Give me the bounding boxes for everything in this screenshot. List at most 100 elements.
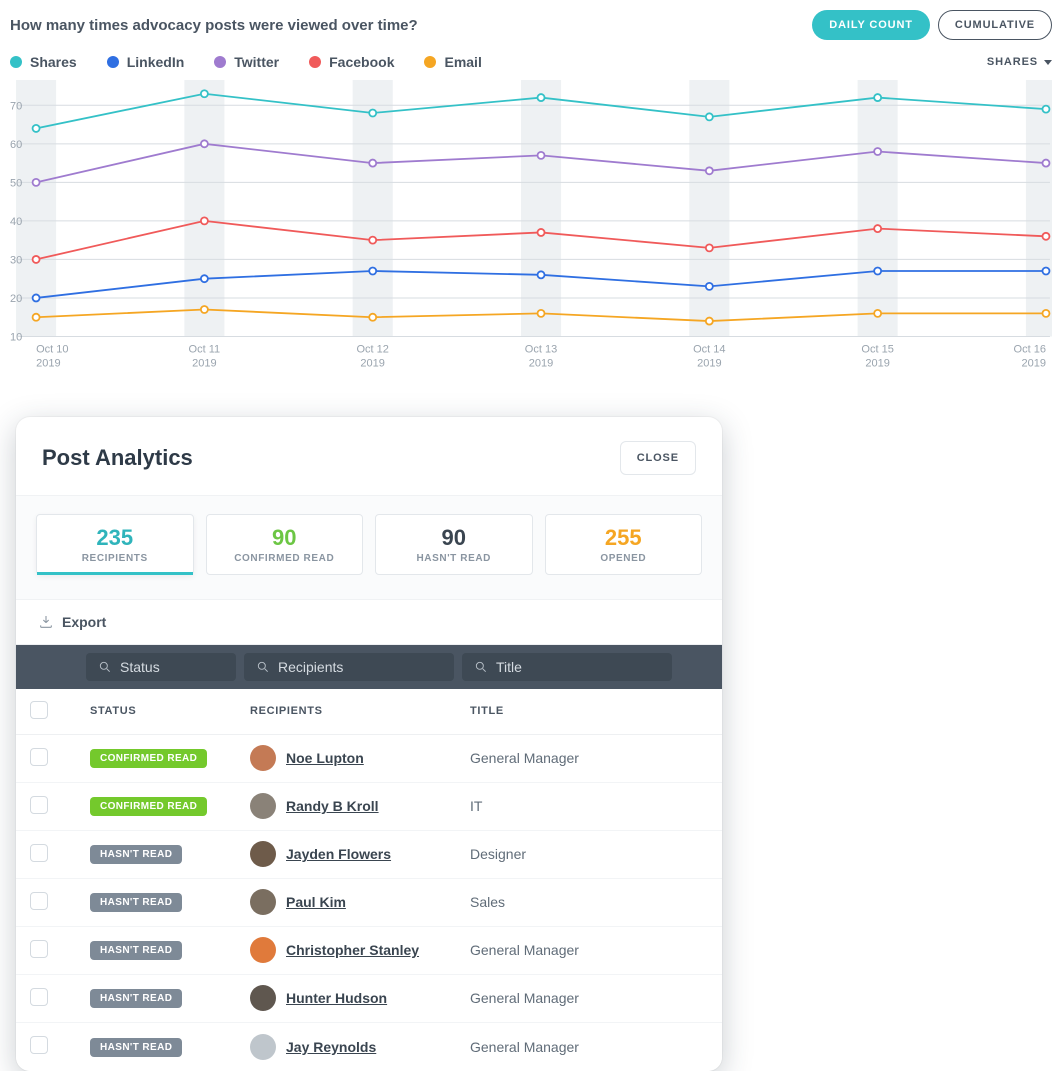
chart-section: How many times advocacy posts were viewe… — [0, 0, 1062, 397]
legend-item[interactable]: LinkedIn — [107, 54, 185, 70]
svg-text:2019: 2019 — [192, 358, 217, 370]
shares-dropdown-label: SHARES — [987, 56, 1038, 68]
col-title: TITLE — [470, 705, 708, 717]
export-label: Export — [62, 614, 106, 630]
status-badge: HASN'T READ — [90, 989, 182, 1008]
table-row: HASN'T READ Jay Reynolds General Manager — [16, 1023, 722, 1071]
title-filter[interactable]: Title — [462, 653, 672, 681]
title-cell: Sales — [470, 894, 708, 910]
stat-value: 255 — [556, 527, 692, 549]
title-cell: General Manager — [470, 990, 708, 1006]
status-filter[interactable]: Status — [86, 653, 236, 681]
chart-header: How many times advocacy posts were viewe… — [10, 10, 1052, 40]
status-filter-placeholder: Status — [120, 659, 160, 675]
svg-text:Oct 13: Oct 13 — [525, 344, 557, 356]
stat-value: 235 — [47, 527, 183, 549]
panel-header: Post Analytics CLOSE — [16, 417, 722, 495]
recipient-link[interactable]: Paul Kim — [286, 894, 346, 910]
legend-label: LinkedIn — [127, 54, 185, 70]
chart-plot-area: 10203040506070Oct 102019Oct 112019Oct 12… — [10, 76, 1052, 377]
stat-label: HASN'T READ — [386, 553, 522, 564]
legend-item[interactable]: Shares — [10, 54, 77, 70]
recipients-filter[interactable]: Recipients — [244, 653, 454, 681]
status-badge: HASN'T READ — [90, 845, 182, 864]
svg-text:60: 60 — [10, 139, 22, 151]
search-icon — [474, 660, 488, 674]
row-checkbox[interactable] — [30, 940, 48, 958]
table-header: STATUS RECIPIENTS TITLE — [16, 689, 722, 735]
legend-dot — [214, 56, 226, 68]
svg-text:2019: 2019 — [865, 358, 890, 370]
row-checkbox[interactable] — [30, 844, 48, 862]
legend-item[interactable]: Email — [424, 54, 481, 70]
title-cell: General Manager — [470, 1039, 708, 1055]
stats-row: 235RECIPIENTS 90 CONFIRMED READ 90 HASN'T RE… — [16, 495, 722, 600]
legend-dot — [107, 56, 119, 68]
stat-card[interactable]: 90 HASN'T READ — [375, 514, 533, 575]
svg-text:2019: 2019 — [360, 358, 385, 370]
cumulative-toggle[interactable]: CUMULATIVE — [938, 10, 1052, 40]
recipient-link[interactable]: Christopher Stanley — [286, 942, 419, 958]
stat-label: CONFIRMED READ — [217, 553, 353, 564]
stat-card[interactable]: 235RECIPIENTS — [36, 514, 194, 575]
table-row: HASN'T READ Hunter Hudson General Manager — [16, 975, 722, 1023]
svg-text:Oct 15: Oct 15 — [861, 344, 893, 356]
avatar — [250, 889, 276, 915]
avatar — [250, 1034, 276, 1060]
title-filter-placeholder: Title — [496, 659, 522, 675]
chart-title: How many times advocacy posts were viewe… — [10, 17, 418, 34]
svg-text:40: 40 — [10, 216, 22, 228]
legend-dot — [10, 56, 22, 68]
row-checkbox[interactable] — [30, 796, 48, 814]
stat-card[interactable]: 255 OPENED — [545, 514, 703, 575]
recipient-link[interactable]: Jay Reynolds — [286, 1039, 376, 1055]
post-analytics-panel: Post Analytics CLOSE 235RECIPIENTS 90 CONF… — [16, 417, 722, 1071]
legend-dot — [309, 56, 321, 68]
select-all-checkbox[interactable] — [30, 701, 48, 719]
avatar — [250, 745, 276, 771]
legend-item[interactable]: Facebook — [309, 54, 394, 70]
title-cell: Designer — [470, 846, 708, 862]
close-button[interactable]: CLOSE — [620, 441, 696, 475]
status-badge: CONFIRMED READ — [90, 749, 207, 768]
legend-item[interactable]: Twitter — [214, 54, 279, 70]
stat-value: 90 — [217, 527, 353, 549]
avatar — [250, 793, 276, 819]
row-checkbox[interactable] — [30, 988, 48, 1006]
svg-text:2019: 2019 — [36, 358, 61, 370]
recipient-link[interactable]: Jayden Flowers — [286, 846, 391, 862]
title-cell: General Manager — [470, 750, 708, 766]
svg-text:Oct 10: Oct 10 — [36, 344, 68, 356]
status-badge: HASN'T READ — [90, 941, 182, 960]
chart-svg: 10203040506070Oct 102019Oct 112019Oct 12… — [10, 76, 1052, 377]
stat-label: OPENED — [556, 553, 692, 564]
legend-label: Shares — [30, 54, 77, 70]
avatar — [250, 841, 276, 867]
search-icon — [256, 660, 270, 674]
recipient-link[interactable]: Randy B Kroll — [286, 798, 379, 814]
row-checkbox[interactable] — [30, 748, 48, 766]
stat-card[interactable]: 90 CONFIRMED READ — [206, 514, 364, 575]
row-checkbox[interactable] — [30, 1036, 48, 1054]
shares-dropdown[interactable]: SHARES — [987, 56, 1052, 68]
recipient-link[interactable]: Noe Lupton — [286, 750, 364, 766]
recipient-link[interactable]: Hunter Hudson — [286, 990, 387, 1006]
stat-value: 90 — [386, 527, 522, 549]
table-body: CONFIRMED READ Noe Lupton General Manager C… — [16, 735, 722, 1071]
status-badge: HASN'T READ — [90, 1038, 182, 1057]
chart-legend: Shares LinkedIn Twitter Facebook Email SHARE… — [10, 54, 1052, 70]
export-button[interactable]: Export — [16, 600, 722, 645]
status-badge: CONFIRMED READ — [90, 797, 207, 816]
svg-text:Oct 14: Oct 14 — [693, 344, 725, 356]
svg-text:2019: 2019 — [697, 358, 722, 370]
daily-count-toggle[interactable]: DAILY COUNT — [812, 10, 930, 40]
row-checkbox[interactable] — [30, 892, 48, 910]
svg-text:Oct 11: Oct 11 — [189, 344, 221, 356]
svg-text:10: 10 — [10, 331, 22, 343]
table-row: HASN'T READPaul KimSales — [16, 879, 722, 927]
svg-text:2019: 2019 — [529, 358, 554, 370]
filter-bar: Status Recipients Title — [16, 645, 722, 689]
download-icon — [38, 614, 54, 630]
avatar — [250, 937, 276, 963]
legend-items: Shares LinkedIn Twitter Facebook Email — [10, 54, 482, 70]
